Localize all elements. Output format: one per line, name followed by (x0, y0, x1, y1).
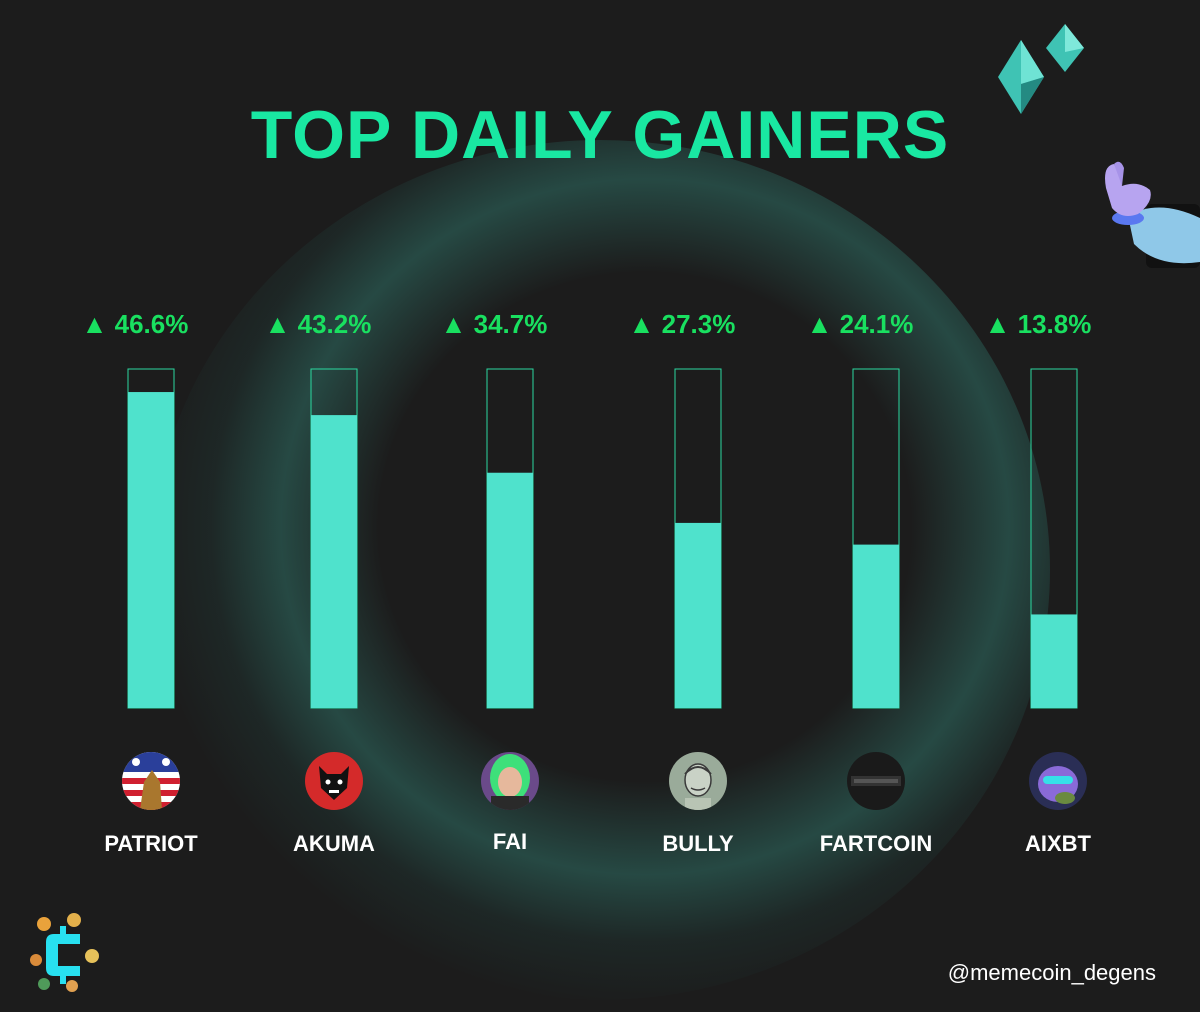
value-label: ▲ 27.3% (629, 309, 736, 339)
coin-name-label: FARTCOIN (819, 831, 933, 856)
gem-icon (998, 40, 1044, 114)
coin-name-label: AIXBT (1025, 831, 1091, 856)
social-handle: @memecoin_degens (947, 960, 1156, 985)
patriot-avatar (122, 752, 180, 810)
value-label: ▲ 34.7% (441, 309, 548, 339)
bar-patriot (128, 392, 174, 708)
bar-akuma (311, 415, 357, 708)
bully-avatar (669, 752, 727, 810)
value-label: ▲ 24.1% (807, 309, 914, 339)
value-label: ▲ 46.6% (82, 309, 189, 339)
coin-name-label: BULLY (662, 831, 734, 856)
pointing-hand-icon (1105, 161, 1200, 268)
bar-bully (675, 522, 721, 708)
fai-avatar (481, 752, 539, 810)
bar-fartcoin (853, 544, 899, 708)
fartcoin-avatar (847, 752, 905, 810)
bar-fai (487, 472, 533, 708)
aixbt-avatar (1029, 752, 1087, 810)
akuma-avatar (305, 752, 363, 810)
memecoin-degens-logo (30, 913, 99, 992)
coin-name-label: PATRIOT (104, 831, 198, 856)
small-gem-icon (1046, 24, 1084, 72)
coin-name-label: FAI (492, 829, 528, 854)
value-label: ▲ 43.2% (265, 309, 372, 339)
value-label: ▲ 13.8% (985, 309, 1092, 339)
page-title: TOP DAILY GAINERS (250, 97, 950, 173)
coin-name-label: AKUMA (293, 831, 375, 856)
bar-aixbt (1031, 614, 1077, 708)
